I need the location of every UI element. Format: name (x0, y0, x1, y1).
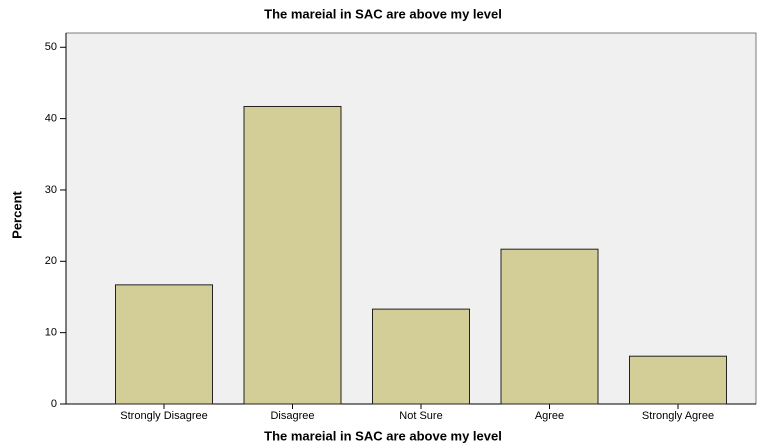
bar (372, 308, 470, 405)
y-tick-label: 10 (45, 327, 57, 339)
x-tick-label: Disagree (270, 410, 314, 422)
y-axis-label: Percent (9, 190, 24, 238)
y-tick-label: 0 (51, 398, 57, 410)
y-tick-label: 40 (45, 113, 57, 125)
bar (500, 248, 599, 405)
y-tick-label: 30 (45, 184, 57, 196)
chart-title: The mareial in SAC are above my level (264, 6, 502, 21)
x-axis-label: The mareial in SAC are above my level (264, 428, 502, 443)
bar (629, 355, 727, 405)
x-tick-label: Agree (535, 410, 564, 422)
y-tick-label: 20 (45, 255, 57, 267)
bar (115, 284, 213, 405)
y-tick-label: 50 (45, 41, 57, 53)
x-tick-label: Strongly Disagree (120, 410, 207, 422)
bar (243, 105, 342, 405)
x-tick-label: Not Sure (399, 410, 442, 422)
x-tick-label: Strongly Agree (642, 410, 714, 422)
